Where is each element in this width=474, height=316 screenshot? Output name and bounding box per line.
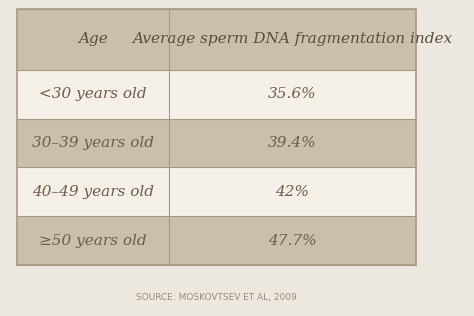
Text: 47.7%: 47.7% xyxy=(268,234,317,248)
Bar xyxy=(18,9,416,265)
Bar xyxy=(18,216,169,265)
Text: ≥50 years old: ≥50 years old xyxy=(39,234,147,248)
Bar xyxy=(169,70,416,118)
Text: <30 years old: <30 years old xyxy=(39,87,147,101)
Bar xyxy=(169,216,416,265)
Text: 35.6%: 35.6% xyxy=(268,87,317,101)
Bar xyxy=(169,167,416,216)
Text: 42%: 42% xyxy=(275,185,310,199)
Text: SOURCE: MOSKOVTSEV ET AL, 2009: SOURCE: MOSKOVTSEV ET AL, 2009 xyxy=(137,293,297,301)
Text: 40–49 years old: 40–49 years old xyxy=(32,185,154,199)
Bar xyxy=(18,9,169,70)
Bar xyxy=(169,9,416,70)
Text: Average sperm DNA fragmentation index: Average sperm DNA fragmentation index xyxy=(132,33,453,46)
Text: Age: Age xyxy=(78,33,108,46)
Text: 30–39 years old: 30–39 years old xyxy=(32,136,154,150)
Bar xyxy=(18,70,169,118)
Text: 39.4%: 39.4% xyxy=(268,136,317,150)
Bar xyxy=(169,118,416,167)
Bar xyxy=(18,167,169,216)
Bar xyxy=(18,118,169,167)
